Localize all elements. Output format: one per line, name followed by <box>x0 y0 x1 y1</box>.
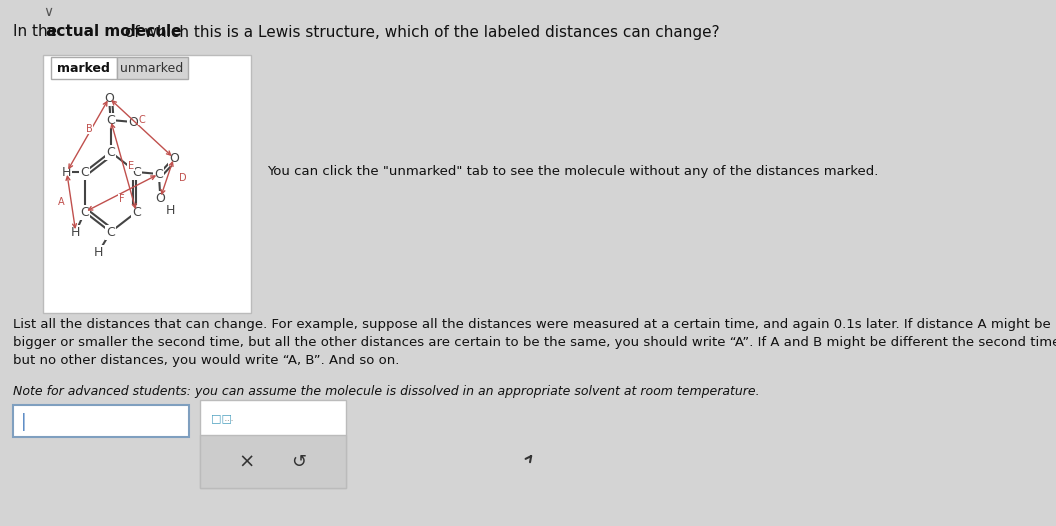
Text: ...: ... <box>224 413 234 423</box>
Text: O: O <box>155 191 166 205</box>
Text: C: C <box>80 166 89 178</box>
Text: |: | <box>21 413 26 431</box>
Text: H: H <box>62 166 72 178</box>
Text: H: H <box>166 204 175 217</box>
Bar <box>43 55 251 313</box>
Text: C: C <box>154 167 164 180</box>
Text: C: C <box>107 226 115 238</box>
Text: C: C <box>107 146 115 158</box>
Text: B: B <box>86 124 93 134</box>
Text: of which this is a Lewis structure, which of the labeled distances can change?: of which this is a Lewis structure, whic… <box>120 25 720 39</box>
Text: marked: marked <box>57 62 110 75</box>
Text: ×: × <box>239 452 254 471</box>
Text: You can click the "unmarked" tab to see the molecule without any of the distance: You can click the "unmarked" tab to see … <box>267 165 879 178</box>
Text: C: C <box>138 115 145 125</box>
Text: O: O <box>105 92 114 105</box>
Text: C: C <box>107 114 115 126</box>
Bar <box>116 57 188 79</box>
Text: C: C <box>80 206 89 218</box>
Text: O: O <box>169 151 178 165</box>
Text: O: O <box>128 116 138 128</box>
Text: C: C <box>132 206 140 218</box>
Text: C: C <box>132 166 140 178</box>
Bar <box>201 435 346 488</box>
Text: Note for advanced students: you can assume the molecule is dissolved in an appro: Note for advanced students: you can assu… <box>14 385 760 398</box>
Text: F: F <box>119 194 125 204</box>
Text: H: H <box>94 246 103 258</box>
Bar <box>14 405 189 437</box>
Text: □□: □□ <box>211 413 232 423</box>
Text: H: H <box>71 226 80 238</box>
Text: List all the distances that can change. For example, suppose all the distances w: List all the distances that can change. … <box>14 318 1056 367</box>
Text: D: D <box>178 173 187 183</box>
Bar <box>201 400 346 488</box>
Text: actual molecule: actual molecule <box>45 25 181 39</box>
Text: ∨: ∨ <box>43 5 54 19</box>
Text: unmarked: unmarked <box>120 62 184 75</box>
Text: In the: In the <box>14 25 62 39</box>
Text: E: E <box>128 161 134 171</box>
Text: ↺: ↺ <box>291 453 306 471</box>
Text: A: A <box>57 197 64 207</box>
Bar <box>51 57 116 79</box>
